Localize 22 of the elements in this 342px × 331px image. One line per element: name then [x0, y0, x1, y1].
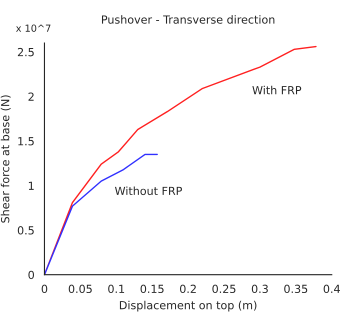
x-axis-title: Displacement on top (m) — [120, 300, 256, 312]
chart-title: Pushover - Transverse direction — [102, 15, 274, 24]
y-tick-label: 0 — [28, 270, 34, 280]
series-label: With FRP — [252, 86, 302, 94]
series-label: Without FRP — [114, 186, 182, 196]
x-tick-label: 0 — [42, 284, 48, 294]
x-tick-label: 0.35 — [284, 284, 308, 294]
x-tick-label: 0.05 — [68, 284, 92, 294]
y-tick-label: 0.5 — [18, 226, 34, 235]
x-tick-label: 0.4 — [324, 284, 340, 294]
text: x 10^7 — [16, 24, 50, 32]
y-axis-title: Shear force at base (N) — [0, 95, 11, 223]
y-tick-label: 1 — [28, 182, 34, 190]
x-tick-label: 0.2 — [180, 284, 196, 294]
y-tick-label: 2.5 — [18, 48, 34, 56]
y-tick-label: 2 — [28, 92, 34, 101]
x-tick-label: 0.3 — [252, 284, 268, 294]
y-tick-label: 1.5 — [18, 137, 34, 146]
x-tick-label: 0.15 — [140, 284, 164, 294]
line-series — [44, 154, 158, 275]
x-tick-label: 0.25 — [212, 284, 236, 294]
x-tick-label: 0.1 — [108, 284, 124, 294]
